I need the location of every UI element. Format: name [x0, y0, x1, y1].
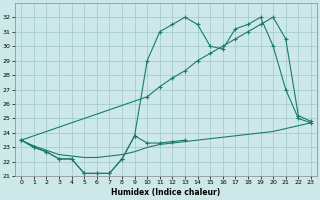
X-axis label: Humidex (Indice chaleur): Humidex (Indice chaleur) — [111, 188, 221, 197]
